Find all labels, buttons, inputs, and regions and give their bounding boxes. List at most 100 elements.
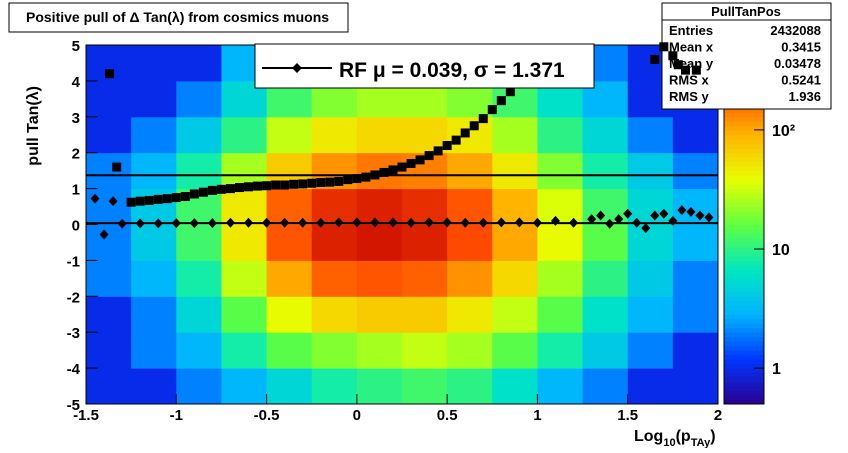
square-marker	[153, 194, 163, 204]
heatmap-cell	[86, 116, 132, 154]
square-marker	[334, 176, 344, 186]
color-bar-step	[724, 395, 764, 401]
diamond-marker	[424, 217, 434, 228]
color-bar-step	[724, 309, 764, 315]
square-marker	[650, 54, 660, 64]
color-bar-step	[724, 332, 764, 338]
heatmap-cell	[627, 332, 674, 369]
color-bar-step	[724, 157, 764, 163]
diamond-marker	[108, 196, 118, 207]
color-bar-step	[724, 345, 764, 351]
diamond-marker	[695, 210, 705, 221]
diamond-marker	[298, 217, 308, 228]
color-bar-step	[724, 206, 764, 212]
color-bar-step	[724, 372, 764, 378]
square-marker	[442, 141, 452, 151]
heatmap-cell	[672, 116, 719, 154]
diamond-marker	[334, 217, 344, 228]
heatmap-cell	[176, 224, 222, 261]
heatmap-cell	[86, 224, 132, 261]
square-marker	[135, 196, 145, 206]
square-marker	[298, 179, 308, 189]
y-tick-label: 1	[72, 182, 80, 199]
y-tick-label: -4	[67, 361, 81, 378]
color-bar-step	[724, 251, 764, 257]
color-bar-step	[724, 260, 764, 266]
heatmap-cell	[131, 260, 177, 297]
heatmap-cell	[537, 332, 584, 369]
heatmap-cell	[311, 332, 358, 369]
heatmap-cell	[266, 368, 313, 405]
stats-box	[661, 2, 832, 110]
color-bar-step	[724, 130, 764, 136]
legend-marker	[292, 63, 302, 73]
color-bar-step	[724, 237, 764, 243]
diamond-marker	[677, 205, 687, 216]
color-bar-step	[724, 386, 764, 392]
heatmap-cell	[582, 224, 629, 261]
color-bar-step	[724, 179, 764, 185]
square-marker	[397, 162, 407, 172]
heatmap-cell	[627, 116, 674, 154]
diamond-marker	[632, 217, 642, 228]
heatmap-cell	[672, 188, 719, 225]
color-bar-step	[724, 134, 764, 140]
square-marker	[469, 121, 479, 131]
heatmap-cell	[356, 116, 403, 154]
color-bar-step	[724, 121, 764, 127]
heatmap-cell	[311, 296, 358, 333]
heatmap-cell	[311, 260, 358, 297]
x-label-part: (p	[676, 428, 691, 445]
color-bar-step	[724, 282, 764, 288]
heatmap-cell	[221, 224, 268, 261]
heatmap-cell	[627, 188, 674, 225]
color-bar-step	[724, 341, 764, 347]
heatmap-cell	[131, 296, 177, 333]
diamond-marker	[244, 217, 254, 228]
heatmap-cell	[131, 224, 177, 261]
stats-value: 1.936	[788, 89, 821, 104]
overlay: -1.5 -1 -0.5 0 0.5 1 1.5 2 -5 -4 -3 -2 -1 0 1 2 3 4 5	[67, 38, 723, 424]
color-bar-step	[724, 107, 764, 113]
y-tick-label: 4	[72, 74, 81, 91]
square-marker	[325, 177, 335, 187]
heatmap-cell	[86, 80, 132, 118]
color-bar-step	[724, 170, 764, 176]
color-bar-step	[724, 287, 764, 293]
square-marker	[691, 65, 701, 75]
heatmap-cell	[311, 368, 358, 405]
color-bar-step	[724, 354, 764, 360]
stats-title: PullTanPos	[711, 4, 781, 19]
diamond-marker	[207, 218, 217, 229]
heatmap-cell	[492, 332, 538, 369]
stats-label: Mean x	[669, 40, 714, 55]
heatmap-cell	[582, 260, 629, 297]
y-tick-label: 2	[72, 146, 80, 163]
stats-value: 0.5241	[781, 73, 821, 88]
heatmap-cell	[447, 260, 493, 297]
color-bar-step	[724, 269, 764, 275]
x-tick-label: 0	[353, 407, 361, 424]
diamond-marker	[641, 223, 651, 234]
heatmap-cell	[582, 368, 629, 405]
heatmap-cell	[356, 224, 403, 261]
square-marker	[370, 170, 380, 180]
color-bar-step	[724, 323, 764, 329]
heatmap-cell	[266, 296, 313, 333]
stats-value: 2432088	[770, 23, 821, 38]
heatmap-cell	[86, 152, 132, 190]
heatmap-cell	[672, 260, 719, 297]
square-marker	[496, 96, 506, 106]
diamond-marker	[587, 214, 597, 225]
diamond-marker	[171, 218, 181, 229]
heatmap-cell	[447, 368, 493, 405]
heatmap-cell	[176, 116, 222, 154]
color-bar-step	[724, 215, 764, 221]
heatmap-cell	[492, 188, 538, 225]
heatmap-cell	[447, 296, 493, 333]
heatmap-cell	[266, 260, 313, 297]
heatmap-cell	[86, 260, 132, 297]
heatmap-cell	[627, 224, 674, 261]
heatmap-cell	[221, 116, 268, 154]
heatmap-cell	[176, 152, 222, 190]
